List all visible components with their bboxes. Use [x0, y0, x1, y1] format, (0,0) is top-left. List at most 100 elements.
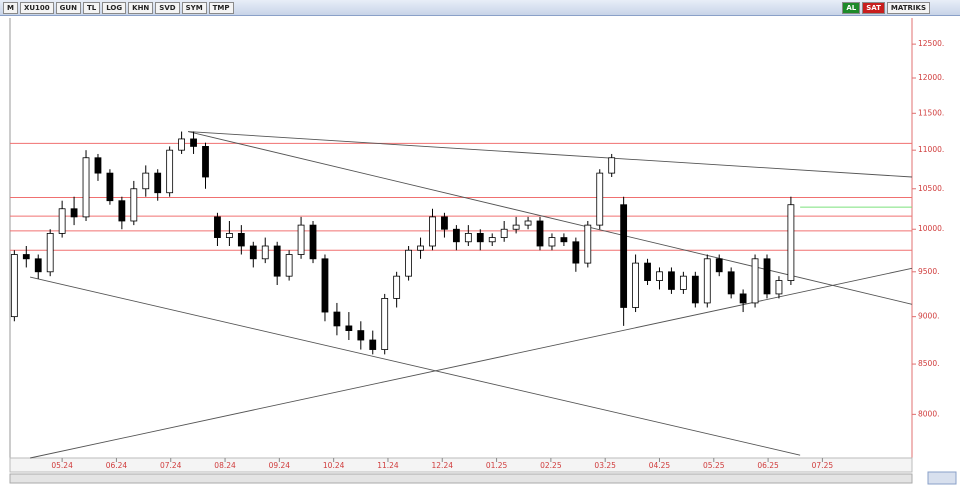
- x-tick-label: 05.25: [703, 461, 725, 470]
- x-tick-label: 06.24: [106, 461, 128, 470]
- zoom-buttons[interactable]: [927, 471, 957, 485]
- toolbar-button[interactable]: SYM: [181, 1, 207, 14]
- y-tick-label: 10500.: [918, 184, 944, 193]
- toolbar-button[interactable]: GUN: [55, 1, 81, 14]
- candle-body: [10, 254, 18, 318]
- y-tick-label: 8500.: [918, 359, 939, 368]
- toolbar-button[interactable]: SVD: [155, 1, 180, 14]
- candle-body: [679, 275, 687, 290]
- candle-body: [476, 233, 484, 243]
- candle-body: [58, 208, 66, 234]
- candle-body: [727, 271, 735, 295]
- candle-body: [620, 204, 628, 308]
- candle-body: [214, 216, 221, 238]
- trend-line: [29, 276, 801, 456]
- trend-line: [188, 131, 913, 178]
- candle-body: [237, 233, 245, 247]
- toolbar-left: M XU100 GUN TL LOG KHN SVD SYM TMP: [3, 1, 234, 14]
- x-tick-label: 02.25: [540, 461, 562, 470]
- candle-body: [464, 233, 472, 243]
- candle-body: [763, 258, 771, 295]
- toolbar-button[interactable]: M: [3, 1, 18, 14]
- x-tick-label: 06.25: [757, 461, 779, 470]
- candle-body: [500, 228, 508, 238]
- toolbar-button[interactable]: AL: [842, 1, 861, 14]
- x-tick-label: 04.25: [649, 461, 671, 470]
- y-tick-label: 8000.: [918, 409, 939, 418]
- candle-body: [46, 233, 54, 273]
- toolbar-button[interactable]: KHN: [128, 1, 154, 14]
- candle-body: [82, 157, 90, 218]
- toolbar-button[interactable]: LOG: [102, 1, 127, 14]
- candle-body: [775, 280, 783, 295]
- candle-body: [656, 271, 663, 281]
- toolbar-button[interactable]: TMP: [208, 1, 234, 14]
- candle-body: [452, 228, 460, 243]
- candle-body: [703, 258, 711, 304]
- x-tick-label: 05.24: [51, 461, 73, 470]
- candle-body: [321, 258, 329, 313]
- y-tick-label: 9500.: [918, 267, 939, 276]
- candle-body: [285, 254, 293, 277]
- candle-body: [393, 275, 401, 299]
- y-tick-label: 9000.: [918, 312, 939, 321]
- candle-body: [596, 172, 604, 226]
- toolbar-button[interactable]: MATRIKS: [886, 1, 930, 14]
- candle-body: [751, 258, 759, 304]
- candle-body: [22, 254, 30, 260]
- toolbar: M XU100 GUN TL LOG KHN SVD SYM TMP AL SAT MATRIKS: [0, 0, 960, 16]
- x-tick-label: 09.24: [269, 461, 291, 470]
- toolbar-button[interactable]: XU100: [19, 1, 54, 14]
- candle-body: [178, 138, 186, 151]
- scrollbar[interactable]: [9, 473, 913, 484]
- candle-body: [608, 157, 616, 174]
- candle-body: [417, 245, 424, 251]
- candle-body: [739, 293, 747, 304]
- candle-body: [536, 220, 544, 247]
- candle-body: [154, 172, 162, 194]
- toolbar-button[interactable]: TL: [82, 1, 101, 14]
- y-tick-label: 11500.: [918, 108, 944, 117]
- candle-body: [369, 339, 377, 350]
- candle-body: [333, 311, 341, 327]
- x-tick-label: 03.25: [594, 461, 616, 470]
- candle-body: [381, 298, 389, 350]
- y-tick-label: 12000.: [918, 73, 944, 82]
- toolbar-button[interactable]: SAT: [862, 1, 885, 14]
- candle-body: [524, 220, 532, 226]
- candle-body: [787, 204, 795, 281]
- toolbar-right: AL SAT MATRIKS: [842, 1, 930, 14]
- candle-body: [273, 245, 281, 277]
- candle-body: [94, 157, 102, 174]
- candle-body: [118, 200, 126, 222]
- candle-body: [357, 330, 365, 341]
- candle-body: [715, 258, 723, 273]
- candle-body: [345, 325, 353, 331]
- candle-body: [70, 208, 78, 218]
- candle-body: [691, 275, 699, 304]
- y-tick-label: 10000.: [918, 224, 944, 233]
- candle-body: [572, 241, 580, 264]
- chart: 8000. 8500. 9000. 9500. 10000. 10500. 11000. 11…: [0, 16, 960, 486]
- candle-body: [142, 172, 150, 190]
- candle-body: [512, 224, 520, 230]
- x-tick-label: 07.25: [812, 461, 834, 470]
- candle-body: [548, 237, 556, 247]
- candle-body: [488, 237, 496, 243]
- x-tick-label: 10.24: [323, 461, 345, 470]
- candle-body: [190, 138, 197, 147]
- x-tick-label: 12.24: [432, 461, 454, 470]
- candle-body: [644, 262, 651, 281]
- candle-body: [202, 146, 209, 178]
- y-tick-label: 11000.: [918, 145, 944, 154]
- x-tick-label: 08.24: [214, 461, 236, 470]
- x-tick-label: 11.24: [377, 461, 399, 470]
- candle-body: [106, 172, 114, 202]
- x-tick-label: 07.24: [160, 461, 182, 470]
- candle-body: [166, 149, 174, 194]
- candle-body: [584, 224, 592, 264]
- candle-body: [297, 224, 305, 255]
- trend-line: [29, 267, 913, 459]
- x-axis-strip: [9, 457, 913, 473]
- candle-body: [405, 249, 412, 277]
